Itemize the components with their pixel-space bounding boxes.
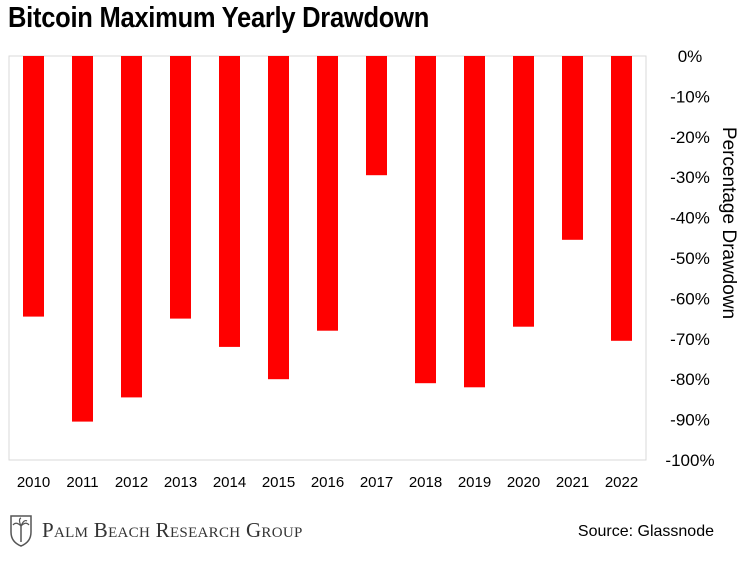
bar-2015 [268, 56, 289, 380]
x-tick-label: 2012 [115, 474, 148, 491]
y-tick-label: -30% [670, 168, 710, 187]
x-tick-label: 2010 [17, 474, 50, 491]
x-tick-label: 2020 [507, 474, 540, 491]
y-axis-label: Percentage Drawdown [718, 127, 739, 319]
x-tick-label: 2021 [556, 474, 589, 491]
y-tick-label: -50% [670, 249, 710, 268]
y-tick-label: 0% [678, 47, 703, 66]
bar-2014 [219, 56, 240, 347]
palm-tree-seal-icon [10, 515, 32, 547]
x-tick-label: 2013 [164, 474, 197, 491]
x-tick-label: 2022 [605, 474, 638, 491]
bar-2018 [415, 56, 436, 384]
y-tick-label: -10% [670, 87, 710, 106]
y-tick-labels: 0% -10% -20% -30% -40% -50% -60% -70% -80% -90% -1… [665, 47, 714, 470]
bar-2021 [562, 56, 583, 240]
x-tick-label: 2016 [311, 474, 344, 491]
y-tick-label: -20% [670, 128, 710, 147]
x-tick-label: 2018 [409, 474, 442, 491]
y-tick-label: -80% [670, 370, 710, 389]
x-tick-label: 2017 [360, 474, 393, 491]
x-tick-labels: 2010 2011 2012 2013 2014 2015 2016 2017 2018 2019… [17, 474, 638, 491]
x-tick-label: 2011 [66, 474, 98, 491]
y-tick-label: -40% [670, 209, 710, 228]
y-tick-label: -100% [665, 451, 714, 470]
bar-2020 [513, 56, 534, 327]
y-tick-label: -60% [670, 289, 710, 308]
bar-2010 [23, 56, 44, 317]
bar-2011 [72, 56, 93, 422]
bars-group [23, 56, 632, 422]
y-tick-label: -70% [670, 330, 710, 349]
bar-2019 [464, 56, 485, 388]
source-note: Source: Glassnode [577, 523, 714, 540]
x-tick-label: 2019 [458, 474, 491, 491]
x-tick-label: 2014 [213, 474, 246, 491]
bar-2022 [611, 56, 632, 341]
bar-2012 [121, 56, 142, 398]
brand-logo: Palm Beach Research Group [8, 512, 303, 548]
chart-title: Bitcoin Maximum Yearly Drawdown [8, 2, 430, 34]
bar-2016 [317, 56, 338, 331]
x-tick-label: 2015 [262, 474, 295, 491]
brand-name: Palm Beach Research Group [42, 517, 303, 542]
bar-2017 [366, 56, 387, 176]
y-tick-label: -90% [670, 411, 710, 430]
bar-2013 [170, 56, 191, 319]
